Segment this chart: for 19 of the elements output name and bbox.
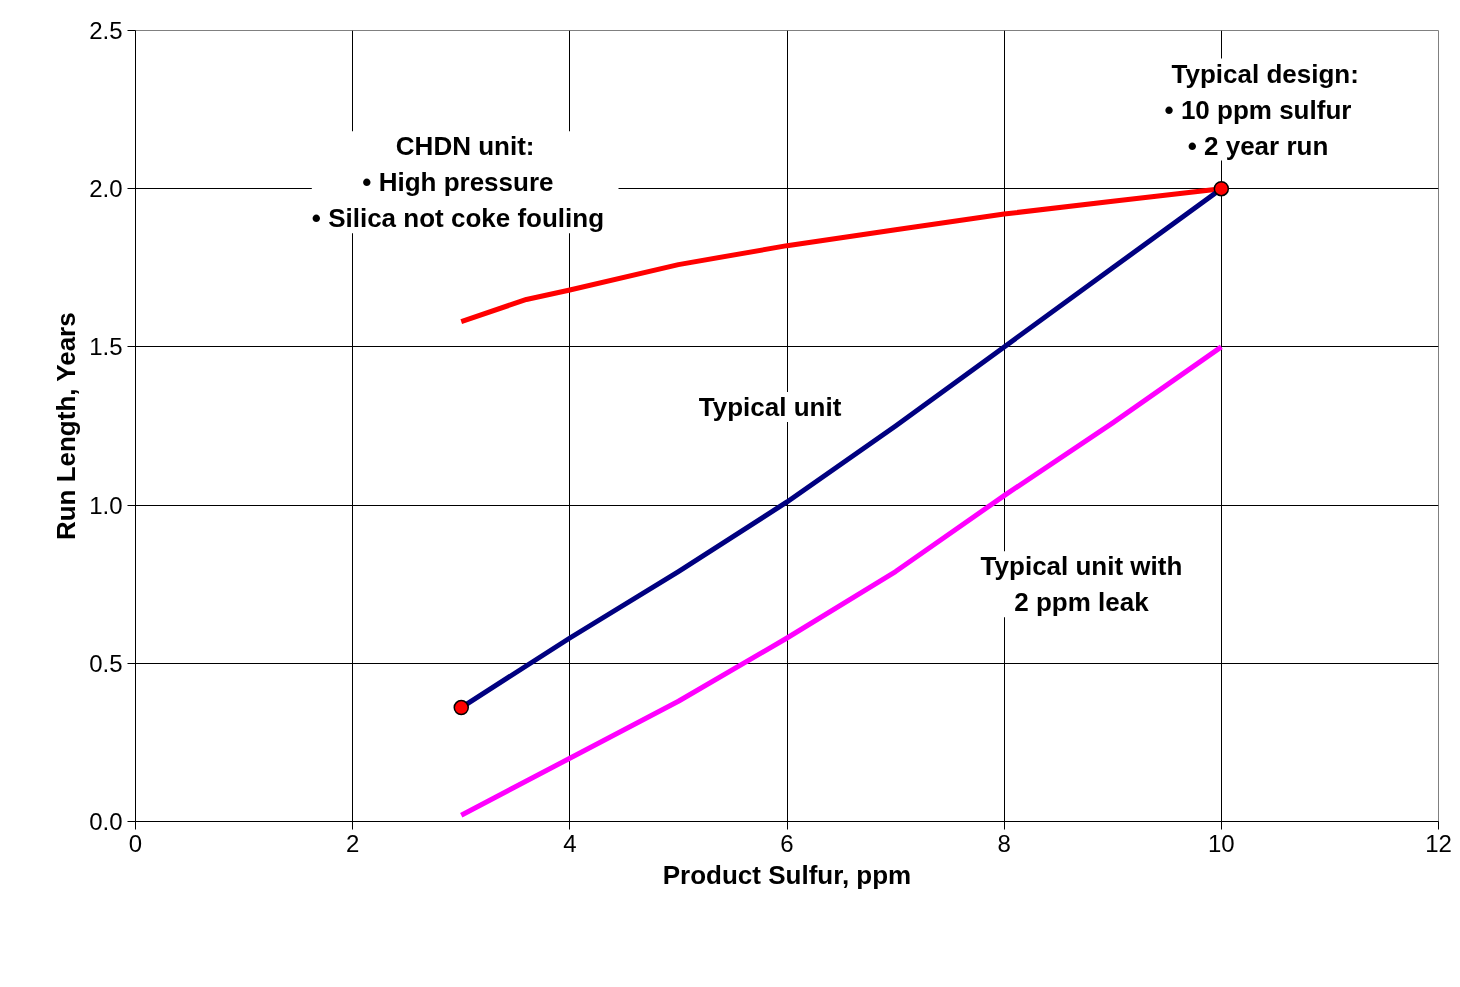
- x-axis-title: Product Sulfur, ppm: [662, 859, 912, 890]
- y-tick-label: 2.5: [89, 17, 123, 44]
- y-tick-label: 2.0: [89, 175, 123, 203]
- x-tick-label: 0: [128, 829, 143, 857]
- annotation: CHDN unit: • High pressure • Silica not coke fouling: [311, 131, 605, 234]
- annotation: Typical unit: [698, 392, 842, 423]
- y-tick-label: 1.5: [89, 333, 123, 361]
- x-tick-label: 4: [563, 829, 577, 857]
- y-axis-title: Run Length, Years: [51, 312, 82, 541]
- x-tick-label: 10: [1207, 829, 1235, 857]
- x-tick-label: 12: [1425, 829, 1452, 857]
- y-tick-label: 0.5: [89, 649, 123, 677]
- x-tick-label: 8: [997, 829, 1011, 857]
- x-tick-label: 6: [780, 829, 794, 857]
- x-tick-label: 2: [345, 829, 360, 857]
- y-tick-label: 1.0: [89, 491, 123, 519]
- annotation: Typical design: • 10 ppm sulfur • 2 year run: [1164, 58, 1359, 161]
- y-tick-label: 0.0: [89, 808, 123, 835]
- annotation: Typical unit with 2 ppm leak: [980, 551, 1183, 618]
